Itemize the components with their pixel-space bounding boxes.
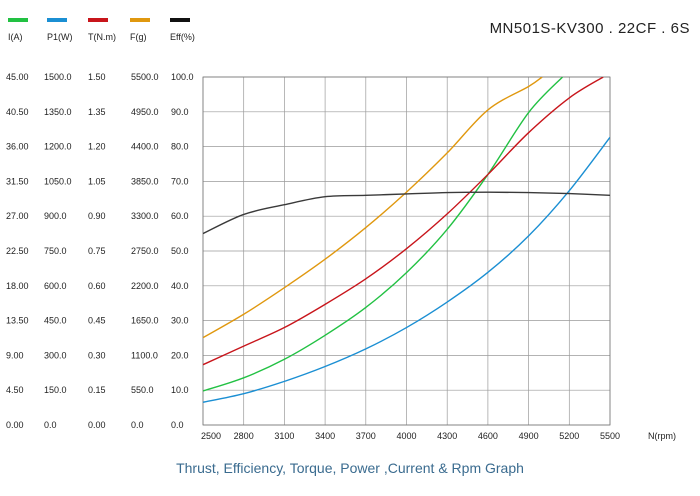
legend-item-thrust: F(g) xyxy=(130,18,170,42)
legend-label-current: I(A) xyxy=(8,32,23,42)
y-tick-label: 1.05 xyxy=(88,176,106,186)
legend-label-efficiency: Eff(%) xyxy=(170,32,195,42)
y-tick-label: 0.00 xyxy=(88,420,106,430)
series-line-p1-w xyxy=(203,136,610,403)
x-tick-label: 4000 xyxy=(396,431,416,441)
y-tick-label: 22.50 xyxy=(6,246,29,256)
series-line-f-g xyxy=(203,77,543,339)
legend-item-efficiency: Eff(%) xyxy=(170,18,210,42)
legend-label-thrust: F(g) xyxy=(130,32,147,42)
legend-swatch-torque xyxy=(88,18,108,22)
x-tick-label: 5500 xyxy=(600,431,620,441)
y-tick-label: 30.0 xyxy=(171,316,189,326)
plot-frame xyxy=(202,76,611,426)
y-tick-label: 0.0 xyxy=(171,420,184,430)
y-tick-label: 40.50 xyxy=(6,107,29,117)
y-tick-label: 1.50 xyxy=(88,72,106,82)
x-tick-label: 5200 xyxy=(559,431,579,441)
legend-swatch-efficiency xyxy=(170,18,190,22)
y-tick-label: 3300.0 xyxy=(131,211,159,221)
y-tick-label: 70.0 xyxy=(171,176,189,186)
series-line-t-n-m xyxy=(203,77,604,366)
y-tick-label: 4400.0 xyxy=(131,142,159,152)
y-tick-label: 1200.0 xyxy=(44,142,72,152)
legend-item-power: P1(W) xyxy=(47,18,87,42)
y-tick-label: 13.50 xyxy=(6,316,29,326)
y-tick-label: 36.00 xyxy=(6,142,29,152)
y-tick-label: 60.0 xyxy=(171,211,189,221)
legend-swatch-thrust xyxy=(130,18,150,22)
x-tick-label: 2500 xyxy=(201,431,221,441)
y-tick-label: 31.50 xyxy=(6,176,29,186)
legend-swatch-power xyxy=(47,18,67,22)
legend-item-current: I(A) xyxy=(8,18,48,42)
y-tick-label: 4.50 xyxy=(6,385,24,395)
x-axis-label: N(rpm) xyxy=(648,431,676,441)
x-tick-label: 3400 xyxy=(315,431,335,441)
x-tick-label: 4300 xyxy=(437,431,457,441)
y-tick-label: 10.0 xyxy=(171,385,189,395)
y-tick-label: 0.0 xyxy=(44,420,57,430)
y-tick-label: 0.00 xyxy=(6,420,24,430)
y-tick-label: 0.30 xyxy=(88,350,106,360)
chart-caption: Thrust, Efficiency, Torque, Power ,Curre… xyxy=(176,460,524,476)
y-tick-label: 0.90 xyxy=(88,211,106,221)
legend-swatch-current xyxy=(8,18,28,22)
y-tick-label: 1050.0 xyxy=(44,176,72,186)
y-tick-label: 2750.0 xyxy=(131,246,159,256)
y-tick-label: 900.0 xyxy=(44,211,67,221)
y-tick-label: 100.0 xyxy=(171,72,194,82)
x-tick-label: 2800 xyxy=(234,431,254,441)
y-tick-label: 45.00 xyxy=(6,72,29,82)
y-tick-label: 2200.0 xyxy=(131,281,159,291)
y-tick-label: 150.0 xyxy=(44,385,67,395)
model-label: MN501S-KV300 . 22CF . 6S xyxy=(489,20,690,37)
y-tick-label: 0.75 xyxy=(88,246,106,256)
y-tick-label: 3850.0 xyxy=(131,176,159,186)
y-tick-label: 5500.0 xyxy=(131,72,159,82)
y-tick-label: 0.0 xyxy=(131,420,144,430)
y-tick-label: 450.0 xyxy=(44,316,67,326)
y-tick-label: 18.00 xyxy=(6,281,29,291)
y-tick-label: 9.00 xyxy=(6,350,24,360)
y-tick-label: 20.0 xyxy=(171,350,189,360)
y-tick-label: 1500.0 xyxy=(44,72,72,82)
y-tick-label: 1.35 xyxy=(88,107,106,117)
y-tick-label: 0.15 xyxy=(88,385,106,395)
x-tick-label: 3100 xyxy=(274,431,294,441)
legend-label-power: P1(W) xyxy=(47,32,73,42)
legend-item-torque: T(N.m) xyxy=(88,18,128,42)
y-tick-label: 80.0 xyxy=(171,142,189,152)
x-tick-label: 4900 xyxy=(519,431,539,441)
y-tick-label: 1350.0 xyxy=(44,107,72,117)
x-tick-label: 4600 xyxy=(478,431,498,441)
y-tick-label: 50.0 xyxy=(171,246,189,256)
y-tick-label: 1.20 xyxy=(88,142,106,152)
y-tick-label: 1100.0 xyxy=(131,350,158,360)
y-tick-label: 300.0 xyxy=(44,350,67,360)
y-tick-label: 750.0 xyxy=(44,246,67,256)
y-tick-label: 4950.0 xyxy=(131,107,159,117)
legend-label-torque: T(N.m) xyxy=(88,32,116,42)
y-tick-label: 0.45 xyxy=(88,316,106,326)
y-tick-label: 90.0 xyxy=(171,107,189,117)
y-tick-label: 27.00 xyxy=(6,211,29,221)
series-line-eff xyxy=(203,191,610,235)
series-line-i-a xyxy=(203,77,564,392)
y-tick-label: 1650.0 xyxy=(131,316,159,326)
y-tick-label: 40.0 xyxy=(171,281,189,291)
y-tick-label: 600.0 xyxy=(44,281,67,291)
y-tick-label: 0.60 xyxy=(88,281,106,291)
y-tick-label: 550.0 xyxy=(131,385,154,395)
x-tick-label: 3700 xyxy=(356,431,376,441)
